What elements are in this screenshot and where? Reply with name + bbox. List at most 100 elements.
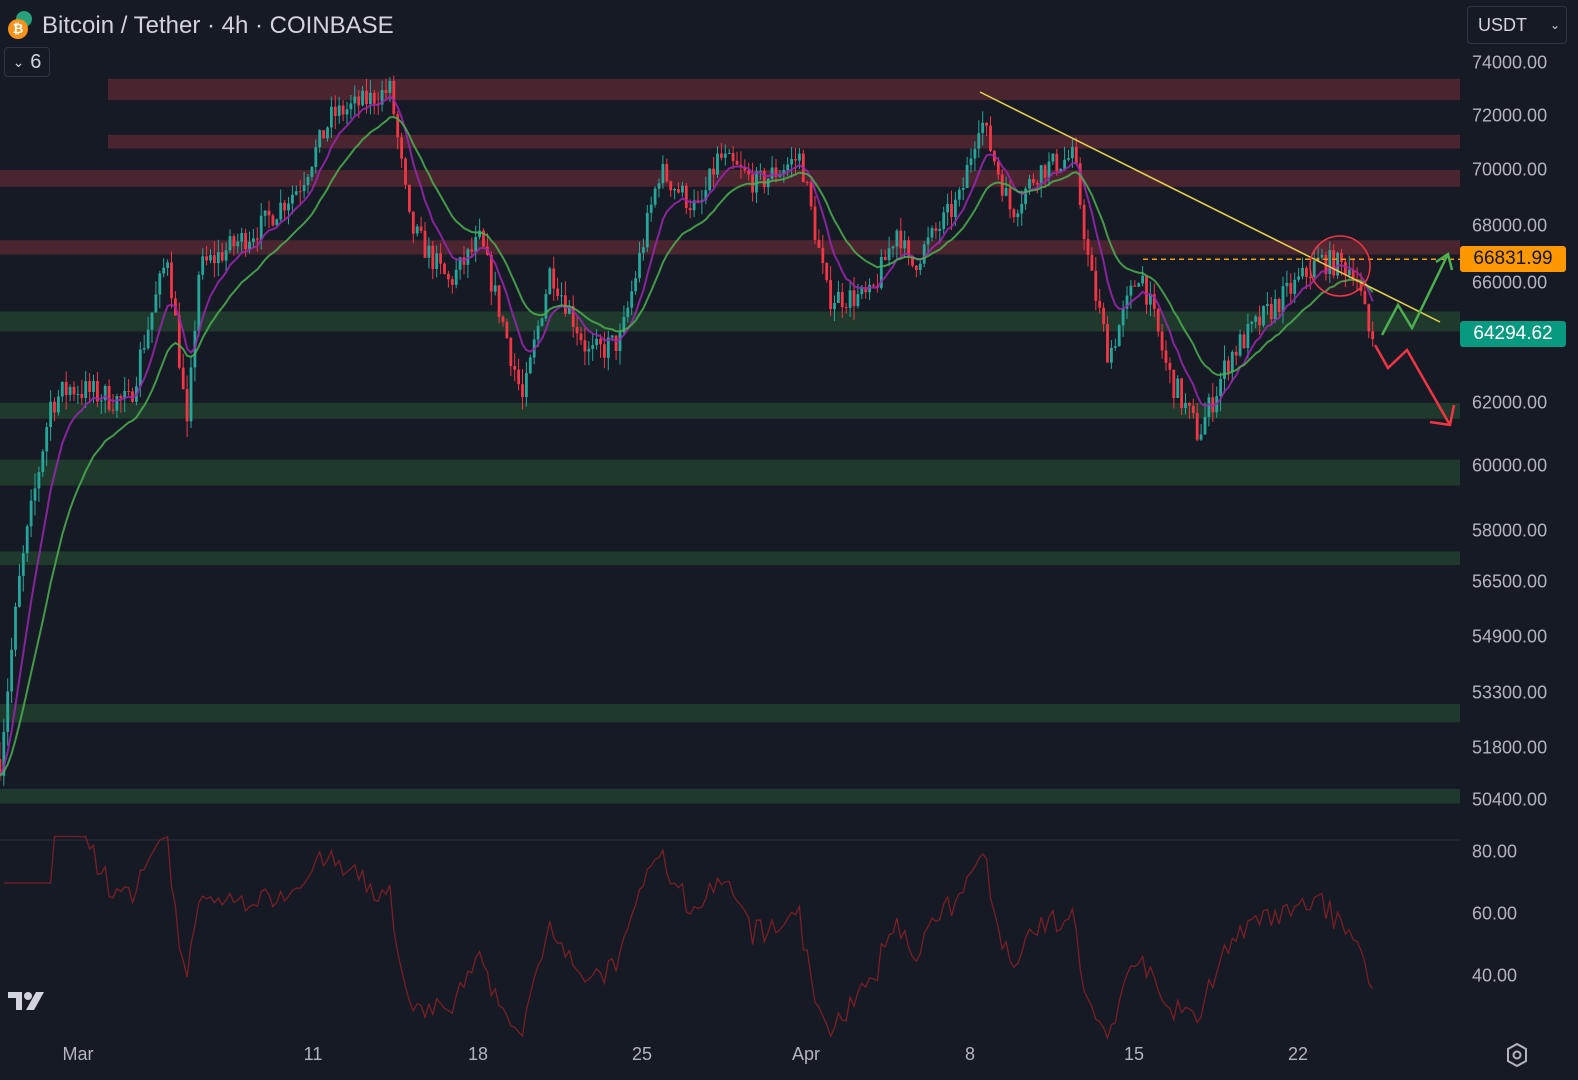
candle-up [1067, 158, 1070, 160]
candle-down [411, 211, 415, 234]
candle-up [782, 170, 786, 174]
candle-up [388, 80, 392, 93]
candle-up [1063, 159, 1066, 169]
time-axis-label: 18 [467, 1044, 489, 1064]
candle-up [1219, 378, 1222, 397]
candle-down [1012, 209, 1016, 218]
candle-up [973, 148, 977, 159]
time-axis-label: 8 [964, 1044, 976, 1064]
candle-down [989, 125, 992, 151]
candle-up [154, 294, 158, 313]
currency-select[interactable]: USDT ⌄ [1467, 6, 1567, 44]
candle-down [1211, 397, 1215, 413]
candle-down [443, 263, 446, 274]
bullish-scenario-arrow [1380, 253, 1450, 336]
candle-up [1137, 283, 1141, 287]
candle-up [60, 382, 64, 397]
candle-up [146, 329, 150, 349]
candle-up [1039, 165, 1043, 185]
candle-down [53, 401, 56, 413]
candle-down [579, 333, 583, 341]
time-axis-label: 25 [631, 1044, 653, 1064]
settings-gear-icon[interactable] [1505, 1043, 1529, 1067]
candle-up [525, 373, 528, 398]
candle-up [1199, 434, 1203, 440]
candle-up [1347, 269, 1351, 276]
symbol-title[interactable]: ₿ Bitcoin / Tether · 4h · COINBASE [8, 8, 394, 44]
candle-down [747, 170, 751, 175]
candle-up [798, 153, 801, 161]
candle-up [716, 153, 719, 175]
candle-up [634, 278, 637, 292]
candle-down [119, 396, 123, 399]
candle-up [349, 103, 353, 110]
candle-up [314, 147, 318, 168]
candle-up [1262, 305, 1265, 326]
candle-down [1172, 369, 1176, 398]
candle-up [926, 237, 930, 245]
candle-down [825, 263, 829, 281]
candle-up [326, 127, 329, 139]
drawings-layer [979, 91, 1460, 427]
moving-averages-layer [0, 94, 1374, 777]
candle-down [821, 247, 825, 264]
candle-down [1043, 165, 1047, 178]
candle-up [454, 269, 458, 285]
candle-down [599, 338, 602, 345]
resistance-zone [0, 240, 1460, 255]
candle-down [185, 389, 189, 422]
candle-up [427, 245, 431, 258]
candle-up [291, 194, 294, 204]
resistance-zone [108, 134, 1460, 149]
candle-down [447, 273, 450, 280]
candle-up [961, 187, 965, 190]
candle-down [1195, 413, 1199, 440]
candle-up [201, 256, 205, 275]
candle-down [341, 105, 345, 115]
candle-up [287, 203, 290, 211]
candle-down [64, 382, 68, 395]
candle-down [505, 321, 509, 339]
candle-down [177, 315, 181, 368]
candle-down [439, 253, 442, 264]
candle-up [1047, 161, 1051, 178]
candle-down [244, 232, 247, 250]
candles-layer [0, 75, 1375, 786]
ema-21-line [0, 116, 1374, 777]
candle-up [903, 240, 907, 249]
candle-down [1106, 324, 1109, 363]
candle-up [1281, 286, 1285, 312]
candle-up [1312, 260, 1316, 278]
candle-up [57, 396, 60, 413]
candle-down [517, 369, 520, 385]
candle-down [1258, 316, 1261, 326]
candle-up [1328, 250, 1332, 274]
candle-down [509, 338, 513, 367]
bullish-arrowhead [1435, 251, 1454, 271]
candle-down [571, 306, 575, 327]
candle-down [80, 394, 84, 398]
indicators-toggle-button[interactable]: ⌄ 6 [4, 47, 50, 77]
candle-down [298, 191, 302, 193]
tradingview-logo[interactable] [8, 988, 56, 1012]
candle-up [474, 237, 478, 252]
candle-down [840, 291, 844, 308]
candle-up [661, 164, 665, 184]
candle-down [665, 164, 669, 182]
price-axis-label: 70000.00 [1472, 159, 1548, 180]
candle-up [240, 232, 244, 242]
candle-down [805, 181, 809, 183]
candle-up [645, 212, 649, 248]
candle-down [688, 207, 692, 211]
candle-down [1145, 275, 1148, 305]
candle-down [408, 184, 411, 212]
candle-down [1094, 270, 1098, 301]
candle-up [306, 176, 310, 185]
candle-up [478, 230, 481, 238]
candle-up [1051, 153, 1055, 162]
candle-up [977, 133, 981, 149]
time-axis-label: 15 [1123, 1044, 1145, 1064]
candle-down [1168, 362, 1172, 370]
candle-down [743, 167, 747, 171]
